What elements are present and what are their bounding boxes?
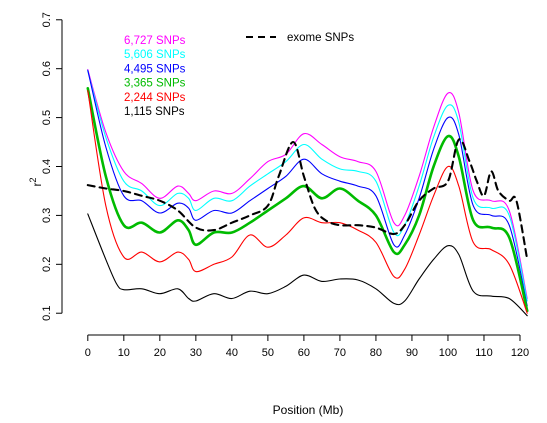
series-line-3-365-snps <box>86 87 529 313</box>
x-tick-label: 40 <box>226 347 238 359</box>
x-tick-label: 100 <box>439 347 457 359</box>
legend-entry: 6,727 SNPs <box>124 35 186 47</box>
series-line-2-244-snps <box>87 90 528 314</box>
x-tick-label: 70 <box>334 347 346 359</box>
y-tick-label: 0.1 <box>41 306 53 321</box>
y-axis-ticks: 0.1 0.2 0.3 0.4 0.5 0.6 0.7 <box>41 12 62 321</box>
x-tick-label: 80 <box>370 347 382 359</box>
y-tick-label: 0.3 <box>41 208 53 223</box>
x-axis-title: Position (Mb) <box>273 403 344 417</box>
legend-entry: 5,606 SNPs <box>124 49 186 61</box>
legend-right: exome SNPs <box>246 32 354 44</box>
y-tick-label: 0.6 <box>41 61 53 76</box>
series-line-6-727-snps <box>87 69 528 300</box>
legend-entry: exome SNPs <box>287 32 354 44</box>
x-tick-label: 20 <box>154 347 166 359</box>
y-axis-title: r2 <box>28 177 44 186</box>
series-lines <box>86 69 529 317</box>
x-tick-label: 110 <box>475 347 493 359</box>
legend-entry: 2,244 SNPs <box>124 92 186 104</box>
series-line-4-495-snps <box>87 69 528 307</box>
legend-entry: 1,115 SNPs <box>124 106 185 118</box>
y-tick-label: 0.4 <box>41 159 53 174</box>
series-line-5-606-snps <box>87 70 528 302</box>
legend-entry: 3,365 SNPs <box>124 78 186 90</box>
x-tick-label: 90 <box>406 347 418 359</box>
x-tick-label: 120 <box>511 347 529 359</box>
y-axis-title-superscript: 2 <box>28 177 38 182</box>
legend-entry: 4,495 SNPs <box>124 63 186 75</box>
x-tick-label: 60 <box>298 347 310 359</box>
series-line-1-115-snps <box>87 213 528 317</box>
y-tick-label: 0.7 <box>41 12 53 27</box>
series-line-exome-snps <box>86 138 529 261</box>
x-axis-ticks: 0 10 20 30 40 50 60 70 80 90 100 110 120 <box>85 335 529 359</box>
x-tick-label: 10 <box>118 347 130 359</box>
y-tick-label: 0.2 <box>41 257 53 272</box>
legend-left: 6,727 SNPs 5,606 SNPs 4,495 SNPs 3,365 SNPs… <box>124 35 186 118</box>
x-tick-label: 50 <box>262 347 274 359</box>
x-tick-label: 30 <box>190 347 202 359</box>
y-axis-title-base: r <box>30 183 44 187</box>
x-tick-label: 0 <box>85 347 91 359</box>
y-tick-label: 0.5 <box>41 110 53 125</box>
